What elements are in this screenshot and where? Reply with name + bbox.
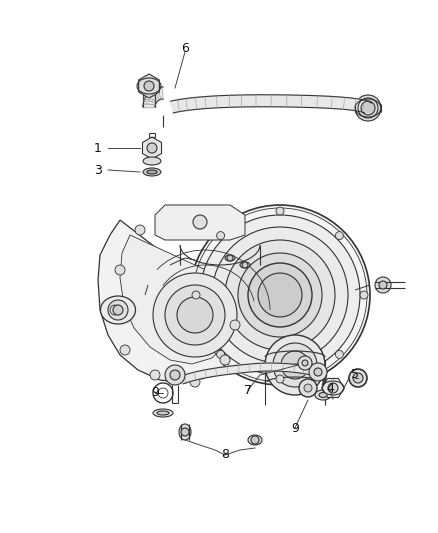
Circle shape [217,350,225,358]
Ellipse shape [100,296,135,324]
Circle shape [193,215,207,229]
Polygon shape [171,95,371,113]
Circle shape [181,428,189,436]
Text: 1: 1 [94,141,102,155]
Circle shape [242,262,248,268]
Ellipse shape [153,409,173,417]
Circle shape [153,273,237,357]
Circle shape [147,143,157,153]
Ellipse shape [143,157,161,165]
Circle shape [238,253,322,337]
Circle shape [225,240,335,350]
Ellipse shape [147,170,157,174]
Circle shape [281,351,309,379]
Polygon shape [98,220,240,383]
Circle shape [353,373,363,383]
Polygon shape [120,235,232,364]
Circle shape [177,297,213,333]
Circle shape [190,205,370,385]
Circle shape [302,360,308,366]
Circle shape [349,369,367,387]
Circle shape [165,365,185,385]
Polygon shape [143,87,163,107]
Polygon shape [180,363,320,384]
Circle shape [150,370,160,380]
Circle shape [379,281,387,289]
Circle shape [258,273,302,317]
Circle shape [217,232,225,240]
Circle shape [144,81,154,91]
Text: 5: 5 [351,368,359,382]
Polygon shape [138,74,159,98]
Ellipse shape [315,390,331,400]
Circle shape [108,300,128,320]
Ellipse shape [248,435,262,445]
Circle shape [248,263,312,327]
Circle shape [375,277,391,293]
Polygon shape [155,205,245,240]
Text: 9: 9 [151,386,159,400]
Ellipse shape [179,424,191,440]
Circle shape [220,355,230,365]
Circle shape [115,265,125,275]
Ellipse shape [157,411,169,415]
Circle shape [110,305,120,315]
Circle shape [273,343,317,387]
Circle shape [304,384,312,392]
Polygon shape [322,378,344,398]
Circle shape [165,285,225,345]
Ellipse shape [143,168,161,176]
Circle shape [230,320,240,330]
Ellipse shape [319,392,327,398]
Circle shape [135,225,145,235]
Circle shape [360,291,368,299]
Circle shape [212,227,348,363]
Text: 4: 4 [326,382,334,394]
Circle shape [120,345,130,355]
Circle shape [276,375,284,383]
Circle shape [276,207,284,215]
Circle shape [299,379,317,397]
Circle shape [336,232,343,240]
Circle shape [328,383,338,393]
Circle shape [336,350,343,358]
Circle shape [227,255,233,261]
Circle shape [361,101,375,115]
Ellipse shape [240,262,250,268]
Circle shape [314,368,322,376]
Circle shape [192,291,200,299]
Circle shape [309,363,327,381]
Text: 3: 3 [94,164,102,176]
Text: 6: 6 [181,42,189,54]
Circle shape [265,335,325,395]
Circle shape [190,377,200,387]
Circle shape [170,370,180,380]
Circle shape [298,356,312,370]
Text: 8: 8 [221,448,229,462]
Circle shape [113,305,123,315]
Ellipse shape [225,255,235,261]
Circle shape [251,436,259,444]
Text: 7: 7 [244,384,252,397]
Circle shape [355,95,381,121]
Polygon shape [142,137,162,159]
Circle shape [200,215,360,375]
Text: 9: 9 [291,422,299,434]
